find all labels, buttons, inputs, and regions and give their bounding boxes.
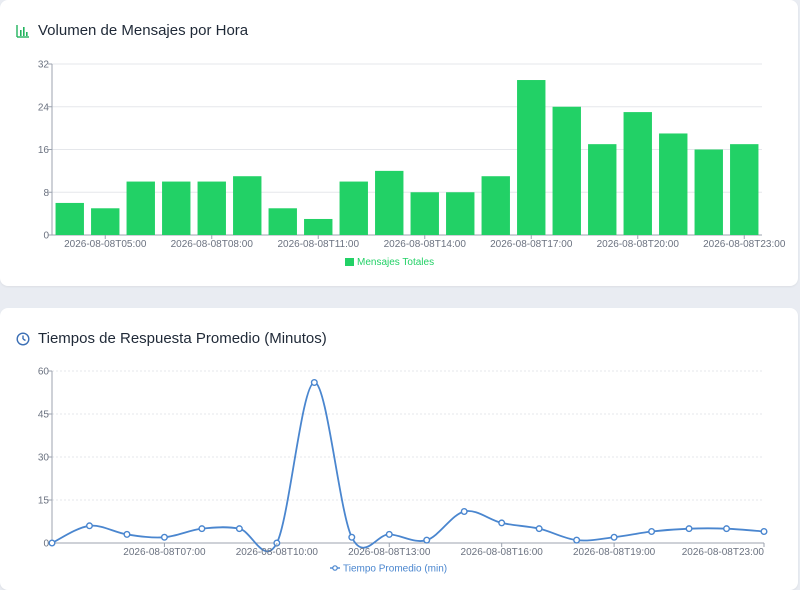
bar <box>481 176 510 235</box>
x-tick-label: 2026-08-08T17:00 <box>490 239 573 250</box>
data-point <box>385 530 393 538</box>
bar <box>91 208 120 235</box>
data-point <box>235 525 243 533</box>
data-point <box>198 525 206 533</box>
bar <box>304 218 333 235</box>
legend-marker <box>332 565 338 571</box>
clock-icon <box>16 331 30 346</box>
data-point <box>310 378 318 386</box>
data-point <box>535 525 543 533</box>
bar <box>197 181 226 235</box>
y-tick-label: 8 <box>43 188 49 199</box>
x-tick-label: 2026-08-08T23:00 <box>703 239 786 250</box>
section-title: Tiempos de Respuesta Promedio (Minutos) <box>38 330 327 347</box>
bar <box>730 144 759 235</box>
data-point <box>85 522 93 530</box>
bar <box>268 208 297 235</box>
data-point <box>460 507 468 515</box>
bar <box>446 192 475 235</box>
legend-label: Mensajes Totales <box>357 257 434 268</box>
data-point <box>498 519 506 527</box>
bar <box>588 144 617 235</box>
bar <box>410 192 439 235</box>
x-tick-label: 2026-08-08T23:00 <box>682 547 765 558</box>
y-tick-label: 16 <box>38 145 50 156</box>
bar <box>339 181 368 235</box>
x-tick-label: 2026-08-08T13:00 <box>348 547 431 558</box>
data-point <box>648 528 656 536</box>
y-tick-label: 0 <box>43 539 49 550</box>
x-tick-label: 2026-08-08T11:00 <box>277 239 359 250</box>
response-time-header: Tiempos de Respuesta Promedio (Minutos) <box>16 330 327 347</box>
data-point <box>348 533 356 541</box>
x-tick-label: 2026-08-08T14:00 <box>384 239 467 250</box>
data-point <box>423 536 431 544</box>
y-tick-label: 24 <box>38 102 50 113</box>
data-point <box>123 530 131 538</box>
response-time-line-chart: 0 15 30 45 60 2026-08-08T07:00 2026-08-08T10:0… <box>38 367 768 575</box>
x-tick-label: 2026-08-08T08:00 <box>171 239 254 250</box>
x-tick-label: 2026-08-08T05:00 <box>64 239 147 250</box>
bar <box>694 149 723 235</box>
bar <box>659 133 688 235</box>
legend-swatch <box>345 258 354 266</box>
data-point <box>685 525 693 533</box>
y-tick-label: 45 <box>38 410 50 421</box>
x-tick-label: 2026-08-08T07:00 <box>123 547 206 558</box>
legend-label: Tiempo Promedio (min) <box>343 564 447 575</box>
data-point <box>760 528 768 536</box>
data-point <box>610 533 618 541</box>
x-tick-label: 2026-08-08T10:00 <box>236 547 319 558</box>
y-tick-label: 30 <box>38 453 50 464</box>
x-tick-label: 2026-08-08T20:00 <box>597 239 680 250</box>
bar <box>126 181 155 235</box>
data-point <box>160 533 168 541</box>
y-tick-label: 15 <box>38 496 50 507</box>
data-point <box>573 536 581 544</box>
x-tick-label: 2026-08-08T19:00 <box>573 547 656 558</box>
message-volume-header: Volumen de Mensajes por Hora <box>16 22 248 39</box>
bar <box>233 176 262 235</box>
y-tick-label: 60 <box>38 367 50 378</box>
message-volume-bar-chart: 0 8 16 24 32 2026-08-08T05:00 2026-08-08T08:00… <box>38 60 786 269</box>
x-tick-label: 2026-08-08T16:00 <box>461 547 544 558</box>
y-tick-label: 0 <box>43 231 49 242</box>
bar-chart-icon <box>16 24 30 38</box>
series-line <box>51 381 765 553</box>
page-title: Volumen de Mensajes por Hora <box>38 22 249 39</box>
data-point <box>48 539 56 547</box>
bar <box>375 170 404 235</box>
bar <box>162 181 191 235</box>
bar <box>517 80 546 235</box>
data-point <box>723 525 731 533</box>
bar <box>552 106 581 235</box>
bar <box>55 202 84 235</box>
y-tick-label: 32 <box>38 60 50 71</box>
bar <box>623 112 652 235</box>
